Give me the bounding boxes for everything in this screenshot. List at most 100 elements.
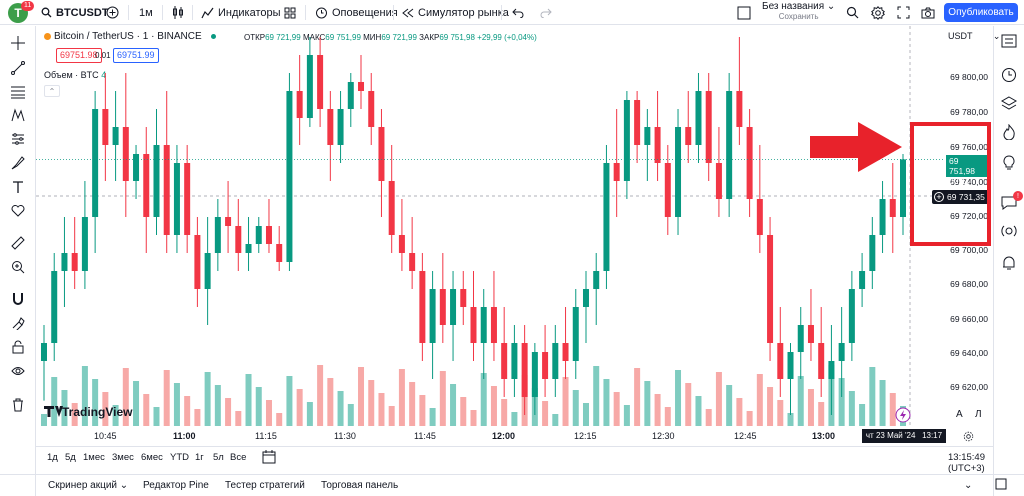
- alerts-button[interactable]: Оповещения: [315, 0, 398, 25]
- templates-button[interactable]: [284, 0, 296, 25]
- candle-body: [879, 199, 886, 235]
- chart-legend-title[interactable]: Bitcoin / TetherUS · 1 · BINANCE: [44, 31, 216, 42]
- layers-icon[interactable]: [1000, 94, 1018, 112]
- alerts-list-icon[interactable]: [1000, 66, 1018, 84]
- alarm-clock-icon: [316, 7, 327, 19]
- zoom-in-icon[interactable]: [9, 258, 27, 276]
- prediction-icon[interactable]: [9, 130, 27, 148]
- trash-icon[interactable]: [9, 396, 27, 414]
- auto-scale-button[interactable]: A: [956, 409, 963, 420]
- divider: [128, 5, 129, 20]
- range-button[interactable]: 1мес: [83, 452, 105, 463]
- price-axis-label: 69 800,00: [950, 72, 988, 82]
- candle-body: [358, 82, 365, 91]
- bottom-panel-tabs: Скринер акций ⌄ Редактор Pine Тестер стр…: [0, 474, 1024, 496]
- fib-retracement-icon[interactable]: [9, 83, 27, 101]
- symbol-search-button[interactable]: BTCUSDT: [41, 0, 109, 25]
- minimize-panel-icon[interactable]: ⌄: [964, 480, 973, 491]
- candle-body: [695, 91, 702, 145]
- volume-bar: [184, 396, 191, 426]
- sell-price-button[interactable]: 69751.98: [56, 48, 102, 63]
- add-alert-icon[interactable]: +: [934, 192, 944, 202]
- ruler-icon[interactable]: [9, 234, 27, 252]
- candle-body: [582, 289, 589, 307]
- layout-save-box[interactable]: Без названия ⌄ Сохранить: [762, 2, 835, 22]
- candle-body: [797, 325, 804, 352]
- undo-button[interactable]: [512, 0, 524, 25]
- candle-body: [296, 91, 303, 118]
- indicators-icon: [201, 7, 214, 18]
- redo-button[interactable]: [540, 0, 552, 25]
- candle-body: [511, 343, 518, 379]
- price-axis-label: 69 700,00: [950, 245, 988, 255]
- search-icon: [846, 6, 859, 19]
- range-button[interactable]: 3мес: [112, 452, 134, 463]
- axis-settings-icon[interactable]: [963, 429, 974, 447]
- notifications-icon[interactable]: [1000, 254, 1018, 272]
- snapshot-button[interactable]: [921, 0, 935, 25]
- streams-icon[interactable]: [1000, 222, 1018, 240]
- volume-bar: [736, 398, 743, 426]
- currency-selector[interactable]: USDT ⌄: [948, 31, 1001, 41]
- candle-body: [194, 235, 201, 289]
- tab-stock-screener[interactable]: Скринер акций ⌄: [48, 480, 129, 491]
- layout-button[interactable]: [737, 0, 751, 25]
- volume-bar: [889, 393, 896, 426]
- trend-line-icon[interactable]: [9, 59, 27, 77]
- volume-bar: [685, 383, 692, 426]
- clock-timezone[interactable]: 13:15:49 (UTC+3): [948, 452, 985, 474]
- time-axis-label: 11:45: [414, 431, 436, 441]
- range-button[interactable]: YTD: [170, 452, 189, 463]
- indicators-button[interactable]: Индикаторы: [201, 0, 281, 25]
- buy-price-button[interactable]: 69751.99: [113, 48, 159, 63]
- patterns-icon[interactable]: [9, 106, 27, 124]
- maximize-panel-icon[interactable]: [995, 478, 1007, 493]
- chart-type-button[interactable]: [172, 0, 184, 25]
- text-icon[interactable]: [9, 178, 27, 196]
- ideas-icon[interactable]: [1000, 154, 1018, 172]
- tab-trading-panel[interactable]: Торговая панель: [321, 480, 399, 491]
- divider: [393, 5, 394, 20]
- heart-icon[interactable]: [9, 202, 27, 220]
- log-scale-button[interactable]: Л: [975, 409, 982, 420]
- settings-button[interactable]: [871, 0, 885, 25]
- range-button[interactable]: 5д: [65, 452, 76, 463]
- chevron-down-icon: ⌄: [119, 480, 129, 491]
- replay-button[interactable]: Симулятор рынка: [402, 0, 509, 25]
- range-button[interactable]: 1г: [195, 452, 204, 463]
- compare-symbol-button[interactable]: [106, 0, 119, 25]
- collapse-legend-button[interactable]: ⌃: [44, 85, 60, 97]
- range-button[interactable]: 6мес: [141, 452, 163, 463]
- crosshair-price-tag[interactable]: + 69 731,35: [932, 190, 990, 204]
- quick-search-button[interactable]: [846, 0, 859, 25]
- lock-icon[interactable]: [9, 338, 27, 356]
- candle-body: [255, 226, 262, 244]
- candle-body: [675, 127, 682, 217]
- time-axis-label: 10:45: [94, 431, 117, 441]
- interval-button[interactable]: 1м: [139, 6, 153, 19]
- volume-bar: [409, 382, 416, 426]
- volume-bar: [490, 386, 497, 426]
- brush-icon[interactable]: [9, 154, 27, 172]
- magnet-icon[interactable]: [9, 290, 27, 308]
- price-axis-label: 69 740,00: [950, 177, 988, 187]
- candle-body: [859, 271, 866, 289]
- range-button[interactable]: 5л: [213, 452, 224, 463]
- volume-bar: [859, 404, 866, 426]
- go-to-date-icon[interactable]: [262, 450, 276, 467]
- candle-body: [184, 163, 191, 235]
- eye-icon[interactable]: [9, 362, 27, 380]
- crosshair-icon[interactable]: [9, 34, 27, 52]
- lock-drawing-icon[interactable]: [9, 314, 27, 332]
- range-button[interactable]: Все: [230, 452, 247, 463]
- volume-legend[interactable]: Объем · BTC 4: [44, 70, 107, 80]
- tab-pine-editor[interactable]: Редактор Pine: [143, 480, 209, 491]
- fullscreen-button[interactable]: [897, 0, 910, 25]
- tab-strategy-tester[interactable]: Тестер стратегий: [225, 480, 305, 491]
- hotlist-icon[interactable]: [1000, 123, 1018, 141]
- publish-button[interactable]: Опубликовать: [944, 3, 1018, 22]
- watchlist-icon[interactable]: [1000, 32, 1018, 50]
- volume-bar: [818, 402, 825, 426]
- range-button[interactable]: 1д: [47, 452, 58, 463]
